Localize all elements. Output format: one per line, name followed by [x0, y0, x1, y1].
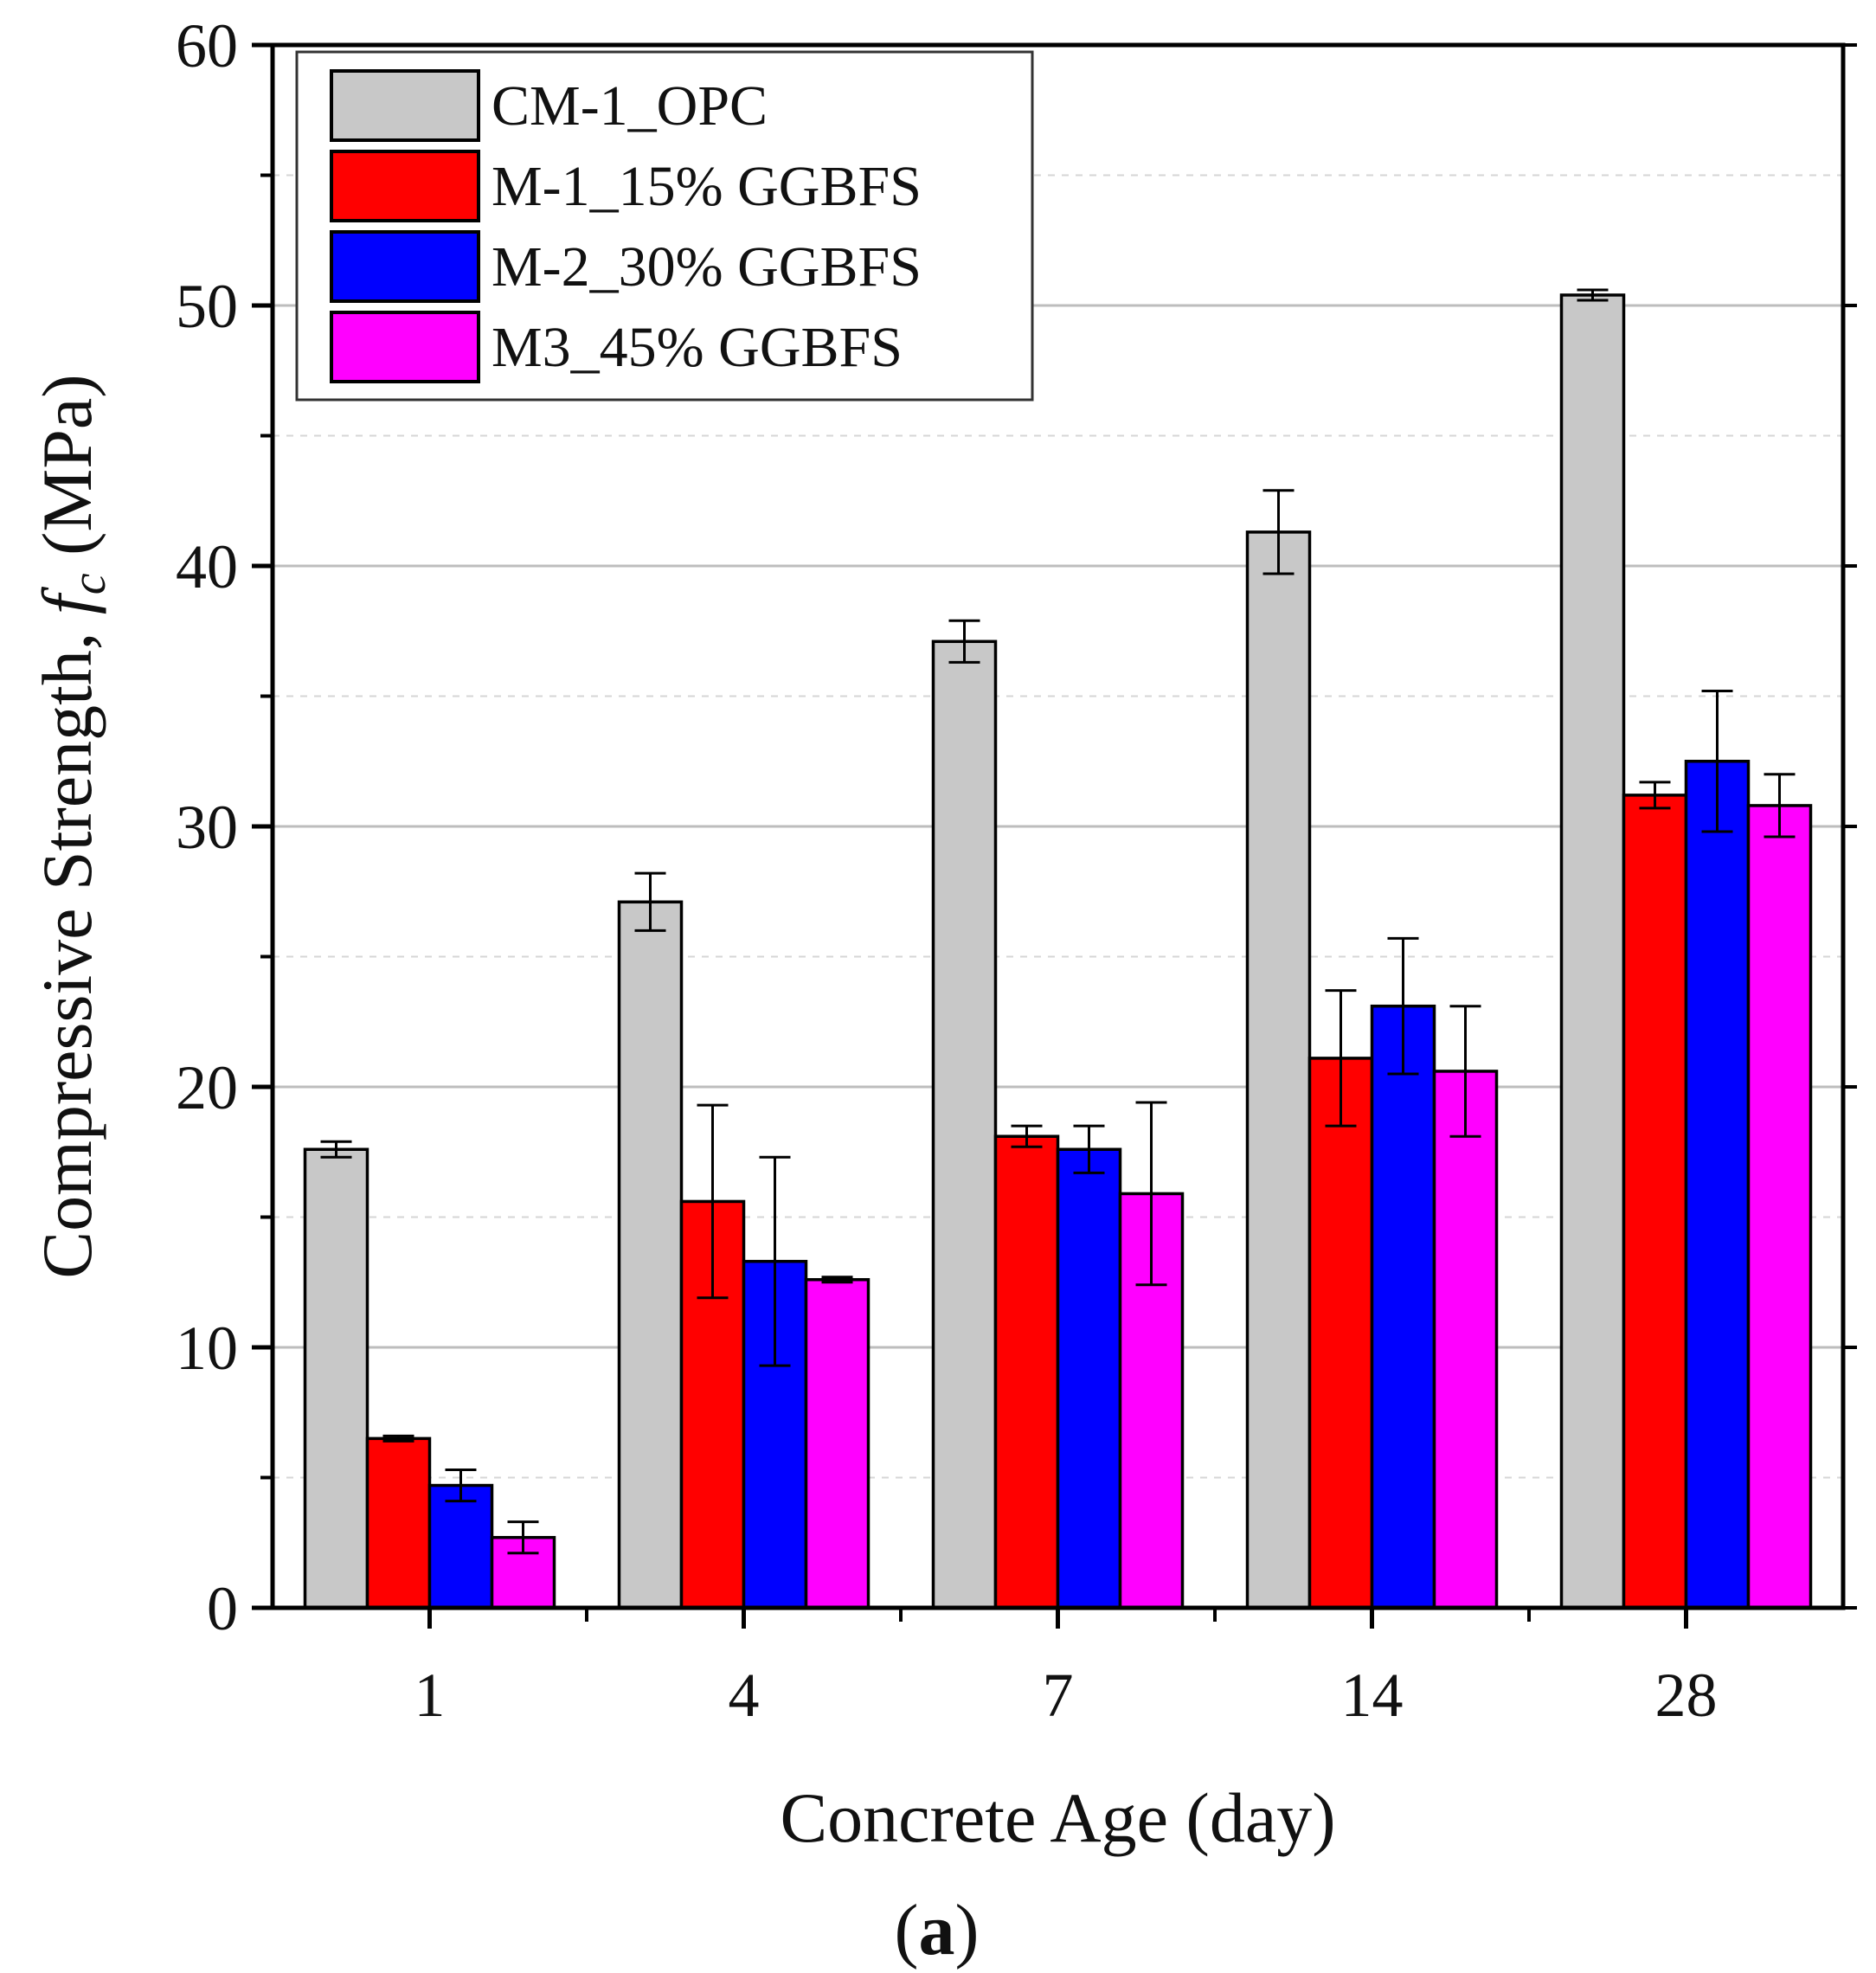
- bars: [303, 293, 1813, 1610]
- x-tick-label: 1: [414, 1661, 446, 1730]
- x-tick-label: 28: [1655, 1661, 1718, 1730]
- bar: [617, 900, 684, 1610]
- y-tick-label: 50: [176, 272, 238, 341]
- y-tick-label: 40: [176, 532, 238, 601]
- legend-label: M3_45% GGBFS: [491, 316, 903, 379]
- y-axis-title: Compressive Strength, fc (MPa): [28, 374, 116, 1278]
- y-axis-title-subscript: c: [62, 573, 116, 594]
- legend-swatch: [330, 311, 480, 383]
- bar: [1746, 804, 1813, 1610]
- y-tick-label: 30: [176, 793, 238, 862]
- bar: [1559, 293, 1626, 1610]
- error-bars: [320, 288, 1796, 1555]
- x-axis-ticks: 1 4 7 14 28: [414, 1608, 1718, 1730]
- figure-caption: (a): [895, 1890, 980, 1970]
- y-tick-label: 60: [176, 11, 238, 80]
- bar: [993, 1134, 1060, 1610]
- bar: [303, 1147, 369, 1610]
- bar: [1622, 794, 1688, 1610]
- x-tick-label: 4: [729, 1661, 760, 1730]
- caption-open: (: [895, 1890, 919, 1970]
- legend-label: M-1_15% GGBFS: [491, 155, 922, 218]
- caption-letter: a: [919, 1890, 955, 1970]
- x-tick-label: 14: [1341, 1661, 1404, 1730]
- x-tick-label: 7: [1043, 1661, 1074, 1730]
- legend: CM-1_OPC M-1_15% GGBFS M-2_30% GGBFS M3_45%…: [295, 50, 1034, 402]
- y-tick-label: 10: [176, 1314, 238, 1383]
- bar: [1056, 1147, 1122, 1610]
- y-tick-label: 0: [207, 1574, 238, 1643]
- legend-swatch: [330, 230, 480, 303]
- y-axis-ticks: 0 10 20 30 40 50 60: [176, 11, 1857, 1643]
- bar: [1432, 1070, 1499, 1610]
- bar: [804, 1277, 871, 1610]
- y-axis-title-main: Compressive Strength,: [28, 614, 106, 1279]
- caption-close: ): [955, 1890, 980, 1970]
- bar: [365, 1436, 432, 1610]
- bar: [1307, 1057, 1374, 1610]
- bar: [1370, 1004, 1436, 1610]
- y-axis-title-unit: (MPa): [28, 374, 106, 573]
- bar: [427, 1483, 494, 1610]
- y-tick-label: 20: [176, 1053, 238, 1122]
- legend-label: CM-1_OPC: [491, 74, 768, 138]
- bar: [931, 639, 998, 1610]
- legend-swatch: [330, 69, 480, 142]
- legend-label: M-2_30% GGBFS: [491, 235, 922, 299]
- legend-swatch: [330, 150, 480, 222]
- x-axis-title: Concrete Age (day): [780, 1778, 1335, 1857]
- bar: [1684, 760, 1751, 1610]
- bar: [1245, 530, 1312, 1610]
